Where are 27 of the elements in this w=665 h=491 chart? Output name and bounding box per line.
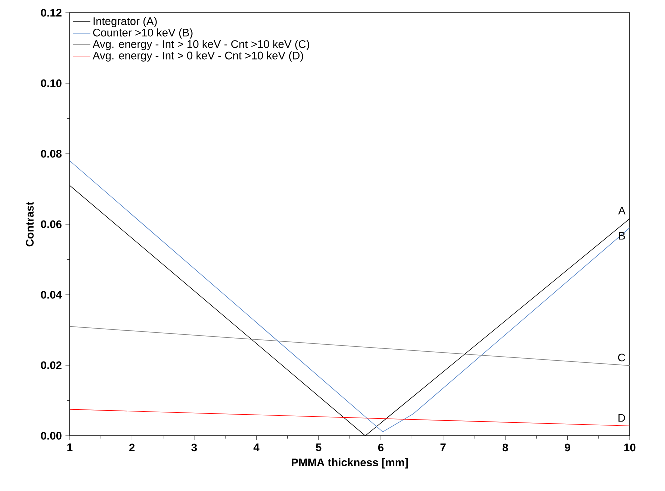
- x-axis-title: PMMA thickness [mm]: [292, 458, 408, 469]
- x-tick-label: 10: [624, 444, 636, 452]
- x-tick-label: 5: [316, 444, 322, 452]
- legend-label: Avg. energy - Int > 10 keV - Cnt >10 keV (C): [92, 40, 310, 50]
- x-tick-label: 1: [68, 444, 73, 452]
- y-tick-label: 0.10: [41, 80, 62, 88]
- legend-label: Integrator (A): [94, 17, 157, 28]
- legend-label: Avg. energy - Int > 0 keV - Cnt >10 keV (D): [92, 52, 304, 62]
- x-tick-label: 3: [192, 444, 198, 452]
- legend-label: Counter >10 keV (B): [93, 28, 193, 39]
- y-tick-label: 0.08: [41, 150, 62, 158]
- y-tick-label: 0.02: [41, 362, 62, 370]
- annotation: C: [618, 354, 626, 362]
- annotation: A: [618, 207, 626, 215]
- y-tick-label: 0.06: [41, 220, 62, 228]
- annotation: B: [619, 232, 626, 240]
- x-tick-label: 7: [440, 444, 446, 452]
- x-tick-label: 4: [254, 444, 260, 452]
- x-tick-label: 9: [565, 444, 570, 452]
- x-tick-label: 8: [502, 444, 508, 452]
- y-tick-label: 0.04: [41, 291, 62, 299]
- y-tick-label: 0.00: [41, 432, 62, 440]
- y-axis-title: Contrast: [26, 202, 34, 247]
- x-tick-label: 6: [378, 444, 384, 452]
- annotation: D: [618, 414, 626, 422]
- y-tick-label: 0.12: [41, 9, 62, 17]
- x-tick-label: 2: [130, 444, 135, 452]
